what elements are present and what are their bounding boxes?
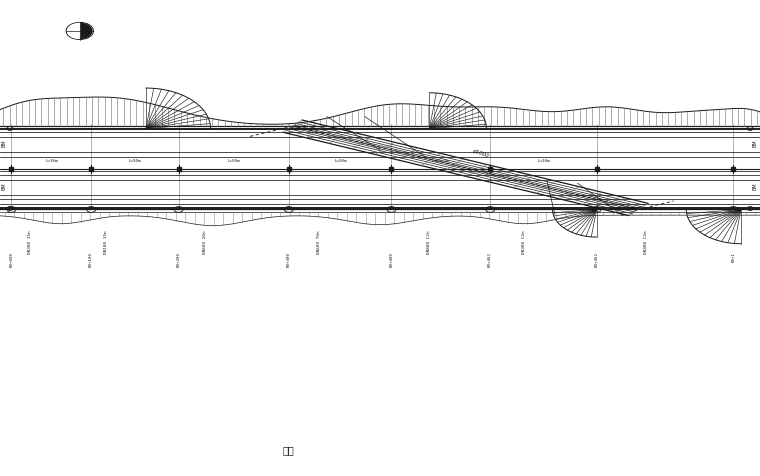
Text: K0+462: K0+462 [488, 252, 492, 268]
Text: K0+462: K0+462 [594, 252, 599, 268]
Text: K0+100: K0+100 [89, 252, 93, 268]
Text: L=30m: L=30m [46, 159, 58, 163]
Text: DN600 20n: DN600 20n [203, 231, 207, 255]
Text: BM: BM [752, 139, 758, 147]
Text: BM: BM [752, 183, 758, 190]
Text: φ1000: φ1000 [471, 148, 490, 159]
Text: DN800 C2n: DN800 C2n [427, 231, 432, 255]
Text: DN400 C2n: DN400 C2n [644, 231, 648, 255]
Text: K0+400: K0+400 [389, 252, 394, 268]
Text: L=50m: L=50m [129, 159, 141, 163]
Text: K0+200: K0+200 [176, 252, 181, 268]
Text: DN600 70n: DN600 70n [317, 231, 321, 255]
Text: L=30m: L=30m [537, 159, 549, 163]
Text: K0+300: K0+300 [287, 252, 291, 268]
Wedge shape [80, 23, 92, 39]
Text: BM: BM [2, 183, 7, 190]
Text: DN300 15n: DN300 15n [28, 231, 33, 255]
Text: 排水: 排水 [283, 445, 295, 455]
Text: L=50m: L=50m [228, 159, 240, 163]
Text: BM: BM [2, 139, 7, 147]
Text: K0+000: K0+000 [9, 252, 14, 268]
Text: L=50m: L=50m [334, 159, 347, 163]
Text: DN300 C2n: DN300 C2n [522, 231, 527, 255]
Text: K0+1: K0+1 [731, 252, 736, 262]
Text: DN100 15n: DN100 15n [104, 231, 109, 255]
Wedge shape [68, 23, 80, 39]
Text: L=46.2m: L=46.2m [432, 159, 450, 163]
